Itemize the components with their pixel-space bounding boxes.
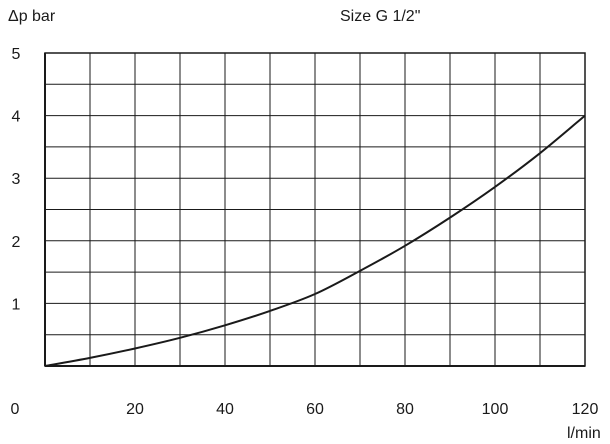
- y-tick-label: 1: [12, 296, 21, 313]
- chart-title: Size G 1/2": [340, 8, 420, 25]
- x-tick-label: 40: [216, 401, 234, 418]
- curve-layer: [44, 114, 586, 367]
- y-tick-label: 4: [12, 109, 21, 126]
- x-tick-label: 80: [396, 401, 414, 418]
- series-line: [44, 114, 586, 367]
- grid: [44, 52, 586, 367]
- x-tick-label: 0: [11, 401, 20, 418]
- x-tick-label: 60: [306, 401, 324, 418]
- y-tick-label: 2: [12, 234, 21, 251]
- x-tick-label: 20: [126, 401, 144, 418]
- y-tick-label: 3: [12, 171, 21, 188]
- x-tick-label: 120: [572, 401, 599, 418]
- x-axis-label: l/min: [567, 425, 601, 442]
- x-tick-label: 100: [482, 401, 509, 418]
- tick-labels: 0 20 40 60 80 100 120 1 2 3 4 5: [11, 46, 599, 418]
- y-axis-label: Δp bar: [8, 8, 56, 25]
- y-tick-label: 5: [12, 46, 21, 63]
